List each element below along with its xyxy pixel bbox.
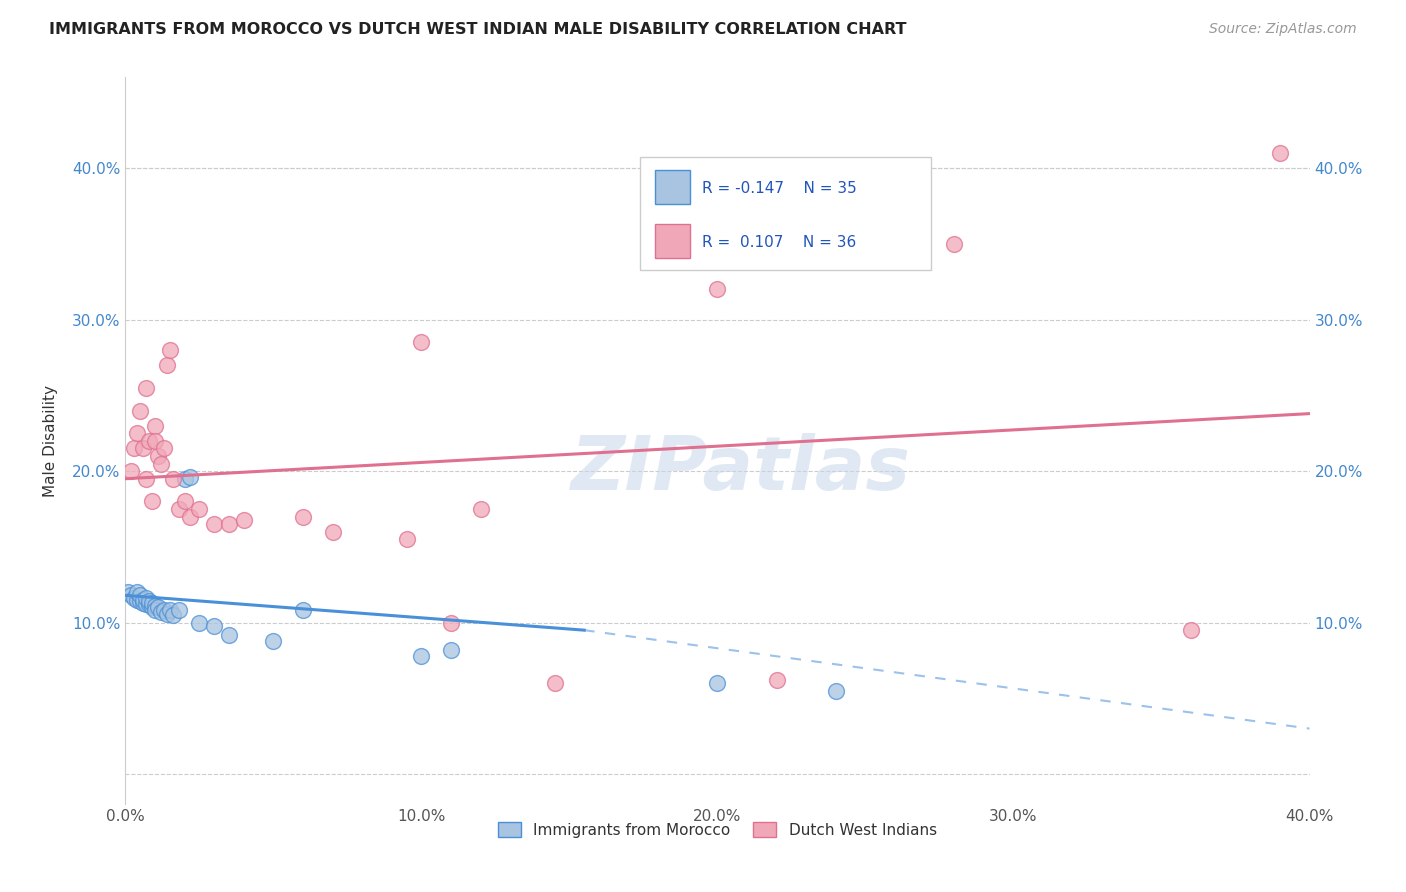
Point <box>470 502 492 516</box>
Point <box>120 464 142 478</box>
Point <box>122 591 145 606</box>
Point <box>543 676 565 690</box>
Text: IMMIGRANTS FROM MOROCCO VS DUTCH WEST INDIAN MALE DISABILITY CORRELATION CHART: IMMIGRANTS FROM MOROCCO VS DUTCH WEST IN… <box>49 22 907 37</box>
Point <box>143 599 166 613</box>
Point <box>127 426 149 441</box>
Point <box>765 673 787 687</box>
Point <box>156 607 179 621</box>
Point <box>159 343 181 357</box>
Point <box>141 600 163 615</box>
Point <box>179 509 201 524</box>
Point <box>706 676 728 690</box>
Point <box>218 517 240 532</box>
Point <box>218 628 240 642</box>
Point <box>129 403 152 417</box>
Point <box>120 588 142 602</box>
Point <box>138 594 160 608</box>
Point <box>149 457 172 471</box>
Point <box>202 517 225 532</box>
Point <box>132 442 155 456</box>
Point <box>127 593 149 607</box>
Point <box>411 648 433 663</box>
Text: R = -0.147    N = 35: R = -0.147 N = 35 <box>702 181 856 196</box>
Point <box>395 533 418 547</box>
Point <box>440 615 463 630</box>
Point <box>138 598 160 612</box>
Point <box>706 282 728 296</box>
Text: ZIPatlas: ZIPatlas <box>571 434 911 507</box>
Point <box>322 524 344 539</box>
Point <box>291 603 314 617</box>
Legend: Immigrants from Morocco, Dutch West Indians: Immigrants from Morocco, Dutch West Indi… <box>492 815 943 844</box>
Point <box>159 603 181 617</box>
Point <box>117 585 139 599</box>
Point <box>135 598 157 612</box>
Point <box>824 683 846 698</box>
Point <box>138 434 160 448</box>
Point <box>143 434 166 448</box>
Point <box>162 607 184 622</box>
Point <box>262 633 284 648</box>
Point <box>141 494 163 508</box>
Point <box>188 615 211 630</box>
Point <box>135 381 157 395</box>
Point <box>1180 623 1202 637</box>
Point <box>146 449 169 463</box>
Text: R =  0.107    N = 36: R = 0.107 N = 36 <box>702 235 856 250</box>
Point <box>146 600 169 615</box>
Point <box>173 472 195 486</box>
Point <box>129 588 152 602</box>
Point <box>202 618 225 632</box>
Point <box>153 442 176 456</box>
Point <box>135 472 157 486</box>
Point <box>122 442 145 456</box>
Point <box>411 335 433 350</box>
Point <box>141 596 163 610</box>
Text: Source: ZipAtlas.com: Source: ZipAtlas.com <box>1209 22 1357 37</box>
FancyBboxPatch shape <box>655 169 690 203</box>
Point <box>127 585 149 599</box>
Point <box>167 502 190 516</box>
Point <box>149 605 172 619</box>
FancyBboxPatch shape <box>641 157 931 270</box>
Point <box>173 494 195 508</box>
Point <box>143 418 166 433</box>
Point <box>1268 146 1291 161</box>
Point <box>135 591 157 606</box>
Point <box>143 603 166 617</box>
FancyBboxPatch shape <box>655 224 690 258</box>
Point <box>291 509 314 524</box>
Point <box>132 593 155 607</box>
Point <box>167 603 190 617</box>
Point <box>188 502 211 516</box>
Point <box>153 603 176 617</box>
Point <box>943 237 966 252</box>
Point <box>162 472 184 486</box>
Point <box>129 594 152 608</box>
Point <box>440 643 463 657</box>
Y-axis label: Male Disability: Male Disability <box>44 384 58 497</box>
Point <box>179 470 201 484</box>
Point <box>156 358 179 372</box>
Point <box>132 596 155 610</box>
Point <box>232 513 254 527</box>
